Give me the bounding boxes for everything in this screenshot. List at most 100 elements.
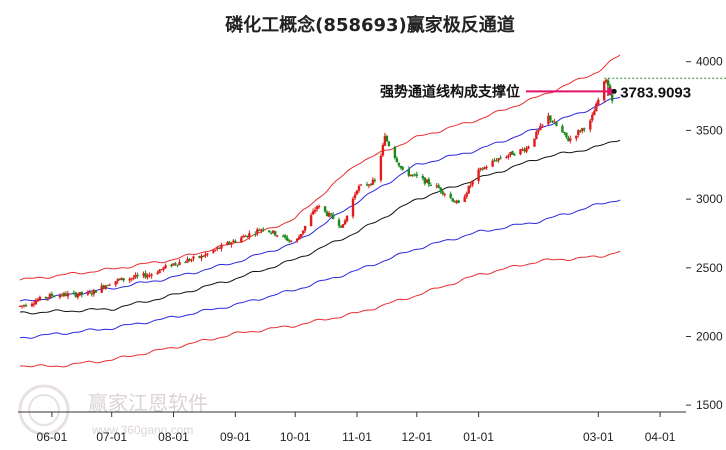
candle-body <box>212 250 215 253</box>
x-tick-label: 11-01 <box>342 430 372 444</box>
x-tick-label: 03-01 <box>583 430 614 444</box>
candle-body <box>188 259 191 261</box>
candle-body <box>407 169 410 176</box>
candle-body <box>206 253 209 255</box>
candle-body <box>158 269 161 274</box>
candle-body <box>579 130 582 132</box>
chart-title: 磷化工概念(858693)赢家极反通道 <box>225 14 515 36</box>
candle-body <box>62 293 66 296</box>
candle-body <box>90 293 93 295</box>
candle-body <box>88 292 91 294</box>
candle-body <box>525 148 528 152</box>
candle-body <box>561 125 564 133</box>
candle-body <box>533 138 536 147</box>
candle-body <box>118 278 121 280</box>
candle-body <box>395 158 399 163</box>
candle-body <box>104 285 107 289</box>
candle-body <box>300 234 303 237</box>
candle-body <box>505 156 508 159</box>
candle-body <box>36 299 40 302</box>
candle-body <box>385 135 389 142</box>
candle-body <box>453 201 456 203</box>
candle-body <box>74 292 77 297</box>
candle-body <box>373 179 377 181</box>
candle-body <box>541 124 544 126</box>
candle-body <box>443 194 446 195</box>
candle-body <box>383 135 387 146</box>
x-tick-label: 12-01 <box>401 430 432 444</box>
candle-body <box>301 230 305 234</box>
candle-body <box>537 129 540 132</box>
candle-body <box>76 294 79 298</box>
candle-body <box>411 174 414 176</box>
candle-body <box>174 263 177 265</box>
candle-body <box>369 184 373 186</box>
candle-body <box>595 103 598 112</box>
candle-body <box>567 137 570 142</box>
candle-body <box>248 233 251 238</box>
y-tick-label: 2000 <box>696 330 723 344</box>
candle-body <box>50 293 54 296</box>
candle-body <box>80 291 83 295</box>
candle-body <box>423 177 426 184</box>
candle-body <box>106 285 109 287</box>
candle-body <box>202 256 205 257</box>
candle-body <box>549 115 552 121</box>
candle-body <box>341 224 345 228</box>
x-tick-label: 10-01 <box>280 430 311 444</box>
candle-body <box>327 213 331 217</box>
candle-body <box>465 193 468 197</box>
candle-body <box>102 285 105 289</box>
candle-body <box>413 174 416 176</box>
candle-body <box>379 155 383 181</box>
annotation-value: 3783.9093 <box>620 84 691 101</box>
candle-body <box>303 225 307 231</box>
candle-body <box>146 275 149 278</box>
candle-body <box>136 274 139 276</box>
candle-body <box>142 273 145 276</box>
candle-body <box>274 231 277 236</box>
candle-body <box>234 240 237 242</box>
candle-body <box>170 264 173 267</box>
candle-body <box>296 238 299 241</box>
candle-body <box>204 254 207 256</box>
candle-body <box>429 184 432 186</box>
candle-body <box>483 167 486 170</box>
candle-body <box>92 289 95 295</box>
candle-body <box>260 229 263 231</box>
candles <box>18 78 614 309</box>
candle-body <box>507 155 510 157</box>
candle-body <box>581 128 584 131</box>
candle-body <box>114 281 117 285</box>
candle-body <box>254 233 257 235</box>
candle-body <box>256 229 259 234</box>
channel-line <box>19 199 621 339</box>
candle-body <box>435 185 438 187</box>
candle-body <box>160 269 163 271</box>
candle-body <box>134 274 137 278</box>
candle-body <box>268 230 271 232</box>
candle-body <box>605 79 608 83</box>
y-axis: 1500 2000 2500 3000 3500 4000 <box>686 55 723 412</box>
candle-body <box>288 240 291 242</box>
candle-body <box>415 174 418 176</box>
candle-body <box>94 290 97 293</box>
candle-body <box>477 169 480 181</box>
candle-body <box>577 130 580 135</box>
channel-lines <box>19 54 621 368</box>
candle-body <box>427 179 430 185</box>
candle-body <box>270 232 273 234</box>
candle-body <box>218 247 221 249</box>
candle-body <box>200 255 203 259</box>
candle-body <box>439 187 442 192</box>
candle-body <box>495 160 498 162</box>
candle-body <box>441 191 444 194</box>
candle-body <box>240 237 243 243</box>
candle-body <box>86 292 89 295</box>
candle-body <box>469 185 472 187</box>
candle-body <box>521 149 524 151</box>
candle-body <box>34 301 38 305</box>
candle-body <box>58 295 62 298</box>
candle-body <box>150 274 153 276</box>
candle-body <box>409 174 412 177</box>
